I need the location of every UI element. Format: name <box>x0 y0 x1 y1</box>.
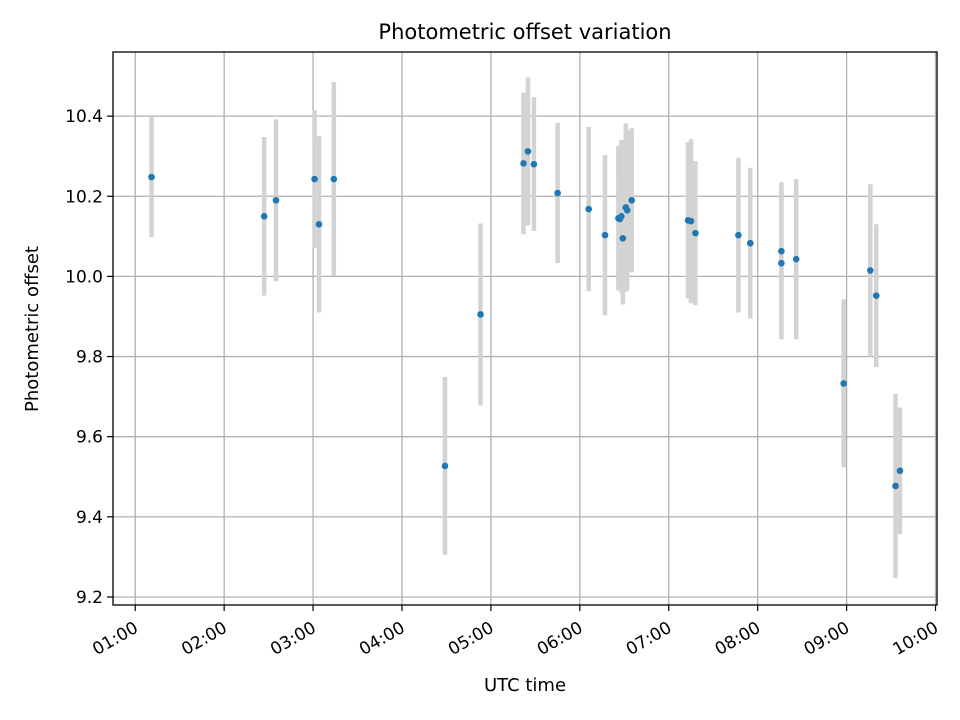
y-tick-label: 10.2 <box>65 187 103 207</box>
y-tick-label: 10.4 <box>65 107 103 127</box>
y-tick-label: 9.2 <box>76 588 103 608</box>
data-point <box>585 205 593 213</box>
data-point <box>872 292 880 299</box>
data-point <box>896 467 904 475</box>
data-point <box>778 259 785 267</box>
y-tick-label: 10.0 <box>65 267 103 287</box>
data-point <box>792 255 800 263</box>
x-tick-label: 10:00 <box>890 618 942 660</box>
data-point <box>148 173 155 181</box>
data-point <box>746 239 754 247</box>
x-tick-label: 04:00 <box>356 618 408 660</box>
data-point <box>477 311 484 318</box>
data-point <box>260 212 268 220</box>
data-point <box>601 231 609 239</box>
chart-title: Photometric offset variation <box>378 20 671 44</box>
data-point <box>735 231 742 239</box>
data-point <box>840 380 847 387</box>
x-tick-label: 06:00 <box>534 618 586 660</box>
data-point <box>778 247 785 255</box>
data-point <box>892 482 899 490</box>
x-axis-label: UTC time <box>484 675 566 696</box>
x-tick-label: 07:00 <box>623 618 675 660</box>
x-tick-label: 01:00 <box>89 618 141 660</box>
x-tick-label: 03:00 <box>267 618 319 660</box>
data-point <box>311 175 318 183</box>
x-tick-label: 09:00 <box>801 618 853 660</box>
data-point <box>530 160 538 168</box>
x-tick-label: 02:00 <box>178 618 230 660</box>
data-point <box>315 221 323 228</box>
x-tick-label: 05:00 <box>445 618 497 660</box>
data-point <box>692 229 699 237</box>
y-tick-label: 9.8 <box>76 348 103 368</box>
data-point <box>618 212 625 220</box>
data-point <box>623 206 631 214</box>
y-axis-ticks: 9.2 9.4 9.6 9.8 10.0 10.2 10.4 <box>65 107 113 608</box>
data-point <box>272 196 280 204</box>
data-points <box>148 148 904 490</box>
data-point <box>867 267 874 274</box>
data-point <box>619 235 627 242</box>
data-point <box>628 196 636 204</box>
data-point <box>524 148 532 155</box>
x-axis-ticks: 01:00 02:00 03:00 04:00 05:00 06:00 07:00 08:00… <box>89 605 942 660</box>
data-point <box>687 217 695 225</box>
y-axis-label: Photometric offset <box>22 246 43 412</box>
data-point <box>554 189 561 197</box>
data-point <box>441 462 449 470</box>
y-tick-label: 9.4 <box>76 508 103 528</box>
data-point <box>520 160 527 167</box>
x-tick-label: 08:00 <box>712 618 764 660</box>
y-tick-label: 9.6 <box>76 428 103 448</box>
data-point <box>330 175 338 183</box>
plot-frame <box>112 51 938 606</box>
